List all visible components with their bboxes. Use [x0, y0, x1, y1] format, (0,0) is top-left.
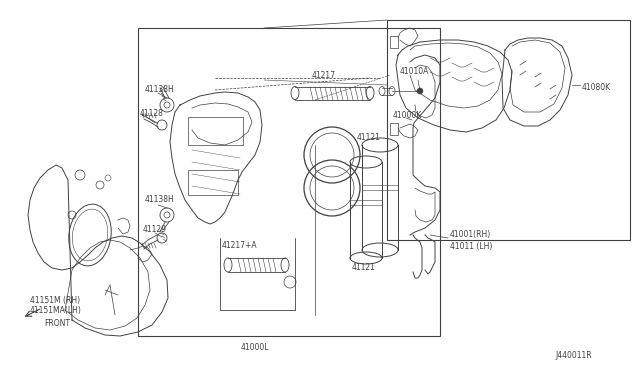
Text: 41000K: 41000K — [393, 112, 422, 121]
Text: 41121: 41121 — [357, 134, 381, 142]
Bar — [188, 170, 238, 195]
Text: 41000L: 41000L — [241, 343, 269, 353]
Text: 41080K: 41080K — [582, 83, 611, 92]
Text: 41011 (LH): 41011 (LH) — [450, 241, 492, 250]
Text: 41010A: 41010A — [400, 67, 429, 77]
Text: 41217: 41217 — [312, 71, 336, 80]
Bar — [138, 28, 440, 336]
Bar — [387, 20, 630, 240]
Text: 41001(RH): 41001(RH) — [450, 230, 492, 238]
Bar — [390, 123, 398, 135]
Text: J440011R: J440011R — [555, 350, 591, 359]
Text: FRONT: FRONT — [44, 318, 70, 327]
Bar — [390, 36, 398, 48]
Text: 41128: 41128 — [140, 109, 164, 119]
Text: 41129: 41129 — [143, 225, 167, 234]
Text: 41151M (RH): 41151M (RH) — [30, 295, 80, 305]
Text: 41121: 41121 — [352, 263, 376, 273]
Text: 41138H: 41138H — [145, 86, 175, 94]
Text: 41151MA(LH): 41151MA(LH) — [30, 305, 82, 314]
Bar — [188, 117, 243, 145]
Text: 41217+A: 41217+A — [222, 241, 258, 250]
Text: 41138H: 41138H — [145, 196, 175, 205]
Circle shape — [417, 88, 423, 94]
